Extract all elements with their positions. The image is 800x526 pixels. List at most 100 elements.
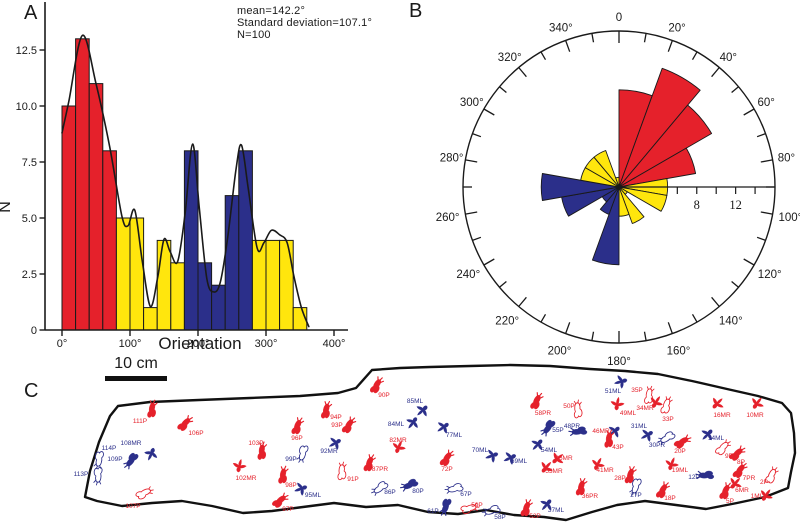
pes-print-outline — [484, 504, 501, 515]
toe-marks — [296, 417, 305, 424]
manus-print — [531, 439, 543, 451]
track-glyph — [485, 449, 499, 463]
manus-print — [392, 440, 406, 454]
pes-print-outline — [93, 466, 103, 483]
rose-ring-tick — [483, 258, 495, 266]
track-label: 107P — [125, 503, 140, 510]
track-glyph — [296, 445, 309, 463]
toe-marks — [540, 429, 547, 437]
x-axis-tick-label: 400° — [323, 338, 346, 350]
track-glyph — [444, 483, 464, 494]
track-label: 9P — [725, 453, 733, 460]
toe-marks — [148, 486, 154, 494]
track-glyph — [291, 417, 305, 435]
track-glyph — [575, 478, 588, 496]
track-label: 58P — [494, 514, 506, 521]
rose-degree-label: 180° — [607, 356, 631, 368]
track-label: 92MR — [320, 448, 338, 455]
manus-print — [541, 461, 553, 473]
toe-marks — [439, 509, 447, 516]
rose-ring-tick — [518, 296, 527, 307]
track-label: 16MR — [713, 412, 731, 419]
pes-print — [719, 485, 730, 500]
panel-c-label: C — [24, 380, 39, 402]
rose-ring-tick — [691, 313, 698, 323]
toe-marks — [663, 481, 671, 489]
pes-print-outline — [94, 451, 104, 467]
scalebar-label: 10 cm — [114, 355, 158, 372]
manus-print — [232, 458, 247, 473]
rose-sector — [618, 186, 668, 212]
track-label: 90P — [378, 392, 390, 399]
manus-print — [640, 429, 653, 442]
pes-print-outline — [447, 483, 464, 493]
track-label: 7PR — [743, 475, 756, 482]
track-glyph — [272, 492, 289, 508]
toe-marks — [629, 466, 637, 473]
pes-print-outline — [631, 478, 642, 494]
manus-print — [665, 457, 679, 471]
rose-ring-tick — [472, 236, 482, 242]
track-glyph — [460, 502, 480, 514]
track-label: 35P — [631, 387, 643, 394]
track-label: 19ML — [672, 467, 689, 474]
track-glyph — [370, 376, 385, 394]
scalebar-bar — [105, 376, 167, 381]
track-glyph — [278, 465, 289, 484]
pes-print — [370, 379, 381, 394]
pes-print — [363, 456, 374, 472]
toe-marks — [606, 429, 615, 436]
track-label: 6MR — [735, 487, 749, 494]
track-glyph — [732, 461, 748, 479]
manus-print — [752, 397, 764, 409]
track-label: 106P — [188, 430, 203, 437]
pes-print — [656, 484, 667, 499]
track-label: 94P — [330, 414, 342, 421]
track-label: 58PR — [535, 410, 552, 417]
toe-marks — [657, 437, 664, 446]
track-label: 34MR — [636, 405, 654, 412]
rose-degree-label: 100° — [779, 212, 800, 224]
manus-print — [712, 397, 724, 409]
rose-ring-tick — [591, 33, 595, 43]
toe-marks — [525, 499, 533, 506]
manus-print — [294, 482, 308, 496]
track-label: 30PR — [649, 442, 666, 449]
pes-print-outline — [660, 398, 671, 414]
track-label: 46MR — [592, 428, 610, 435]
histogram-bar — [75, 38, 90, 331]
toe-marks — [349, 416, 357, 424]
track-glyph — [341, 416, 357, 434]
track-glyph — [715, 439, 732, 456]
toe-marks — [282, 492, 289, 500]
rose-ring-tick — [756, 236, 766, 242]
histogram-y-axis-title: N — [0, 201, 15, 213]
stat-count: N=100 — [237, 29, 271, 41]
track-label: 111P — [133, 418, 147, 425]
pes-print — [624, 468, 634, 484]
track-label: 86P — [384, 489, 396, 496]
rose-degree-label: 20° — [668, 22, 685, 34]
x-axis-tick-label: 0° — [57, 338, 68, 350]
track-label: 53MR — [545, 468, 563, 475]
rose-ring-tick — [472, 132, 482, 138]
track-glyph — [660, 396, 673, 414]
toe-marks — [447, 449, 455, 457]
track-label: 31ML — [631, 423, 648, 430]
track-glyph — [629, 478, 642, 496]
track-glyph — [439, 449, 455, 467]
pes-print — [147, 402, 156, 418]
track-glyph — [752, 397, 764, 409]
track-label: 69ML — [511, 458, 528, 465]
track-glyph — [93, 466, 103, 486]
rose-sector — [615, 176, 620, 188]
toe-marks — [259, 441, 268, 448]
track-glyph — [503, 452, 516, 465]
track-glyph — [363, 454, 376, 472]
track-label: 102MR — [236, 475, 257, 482]
track-glyph — [712, 397, 724, 409]
stat-stdev: Standard deviation=107.1° — [237, 17, 373, 29]
pes-print — [441, 498, 452, 514]
histogram-bar — [143, 307, 158, 331]
toe-marks — [536, 392, 544, 399]
